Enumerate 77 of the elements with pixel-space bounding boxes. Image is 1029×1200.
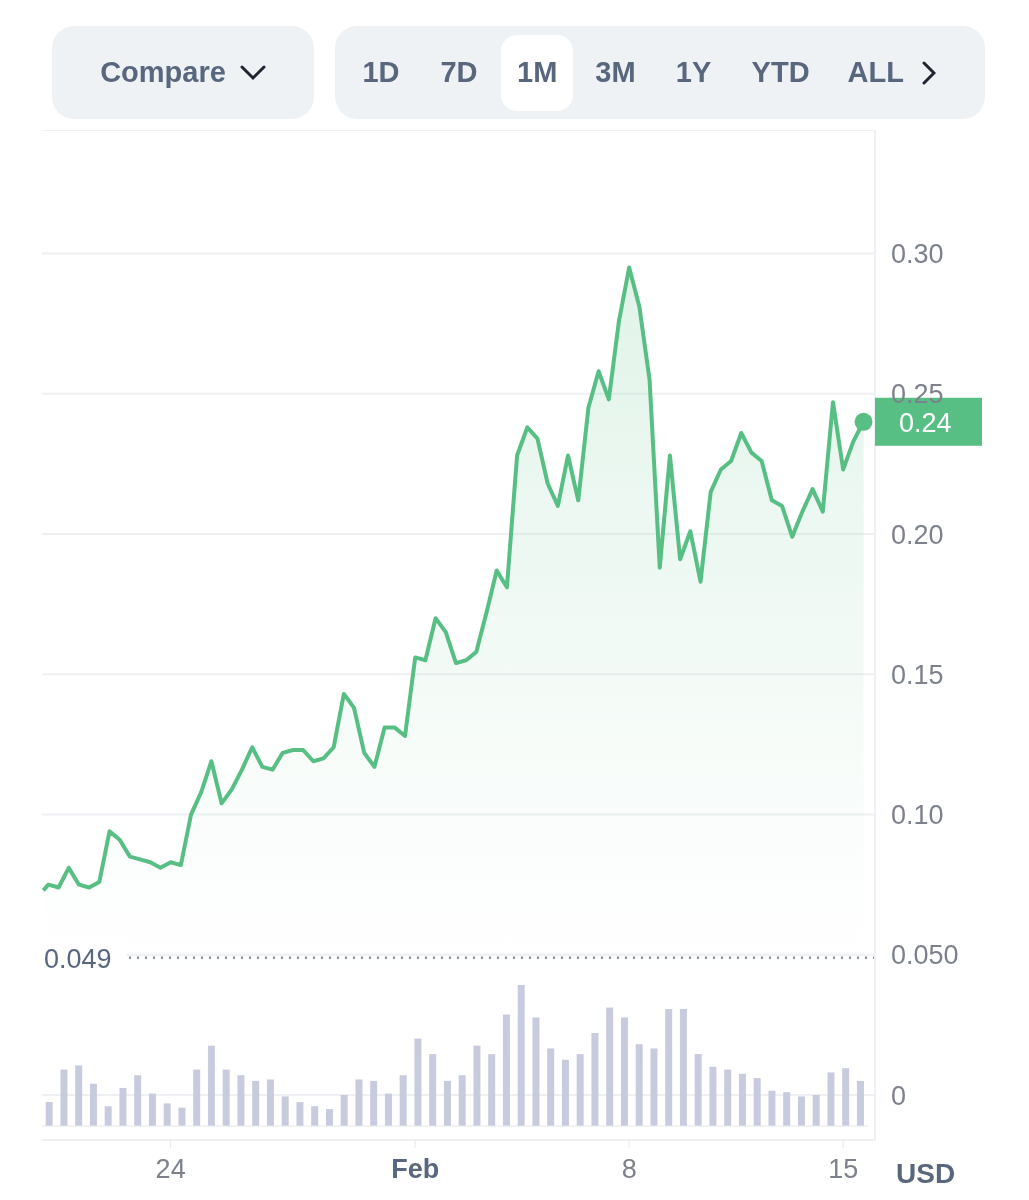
bar: [502, 1014, 510, 1126]
bar: [768, 1090, 776, 1126]
bar: [429, 1054, 437, 1126]
bar: [797, 1096, 805, 1126]
bar: [193, 1069, 201, 1126]
x-tick-label: 8: [621, 1154, 637, 1184]
bar: [384, 1093, 392, 1126]
annotation: 0.24: [899, 407, 952, 438]
text: 1M: [501, 34, 574, 111]
bar: [738, 1073, 746, 1126]
bar: [635, 1044, 643, 1126]
text: YTD: [750, 55, 811, 90]
bar: [517, 985, 525, 1126]
bar: [104, 1106, 112, 1126]
bar: [443, 1080, 451, 1126]
bar: [783, 1092, 791, 1126]
text: 3M: [594, 55, 637, 90]
bar: [355, 1079, 363, 1126]
bar: [296, 1102, 304, 1126]
bar: [842, 1068, 850, 1126]
bar: [370, 1080, 378, 1126]
bar: [458, 1075, 466, 1126]
y-tick-label: 0.20: [891, 519, 944, 550]
bar: [488, 1054, 496, 1126]
ref-line-label: 0.049: [44, 943, 112, 974]
bar: [119, 1087, 127, 1126]
bar: [561, 1059, 569, 1126]
bar: [45, 1102, 53, 1126]
y-tick-label: 0.050: [891, 940, 959, 971]
bar: [694, 1054, 702, 1126]
bar: [266, 1079, 274, 1126]
bar: [325, 1109, 333, 1126]
bar: [222, 1069, 230, 1126]
bar: [148, 1093, 156, 1126]
text: ALL: [846, 55, 905, 90]
bar: [178, 1107, 186, 1126]
bar: [532, 1017, 540, 1126]
bar: [576, 1054, 584, 1126]
bar: [665, 1008, 673, 1126]
bar: [163, 1103, 171, 1126]
x-tick-label: 15: [828, 1154, 859, 1184]
bar: [252, 1080, 260, 1126]
y-tick-label: 0.10: [891, 800, 944, 831]
y-axis-title: USD: [896, 1158, 956, 1190]
bar: [724, 1069, 732, 1126]
bar: [812, 1094, 820, 1126]
bar: [311, 1106, 319, 1126]
text: Compare: [100, 56, 226, 89]
bar: [753, 1078, 761, 1126]
text: 7D: [439, 55, 479, 90]
bar: [679, 1008, 687, 1126]
text: 1Y: [674, 55, 713, 90]
bar: [709, 1066, 717, 1126]
bar: [207, 1045, 215, 1126]
bar: [591, 1032, 599, 1126]
bar: [75, 1065, 83, 1126]
bar: [414, 1038, 422, 1126]
bar: [281, 1096, 289, 1126]
bar: [237, 1075, 245, 1126]
y-tick-label: 0.15: [891, 659, 944, 690]
bar: [620, 1017, 628, 1126]
y-tick-label: 0: [891, 1080, 907, 1111]
bar: [340, 1094, 348, 1126]
bar: [650, 1048, 658, 1126]
bar: [399, 1075, 407, 1126]
x-tick-label: Feb: [391, 1154, 440, 1184]
bar: [473, 1045, 481, 1126]
bar: [856, 1080, 864, 1126]
bar: [606, 1007, 614, 1126]
bar: [60, 1069, 68, 1126]
bar: [827, 1072, 835, 1126]
y-tick-label: 0.30: [891, 239, 944, 270]
text: 1D: [361, 55, 401, 90]
x-tick-label: 24: [155, 1154, 186, 1184]
bar: [89, 1083, 97, 1126]
bar: [547, 1048, 555, 1126]
bar: [134, 1075, 142, 1126]
